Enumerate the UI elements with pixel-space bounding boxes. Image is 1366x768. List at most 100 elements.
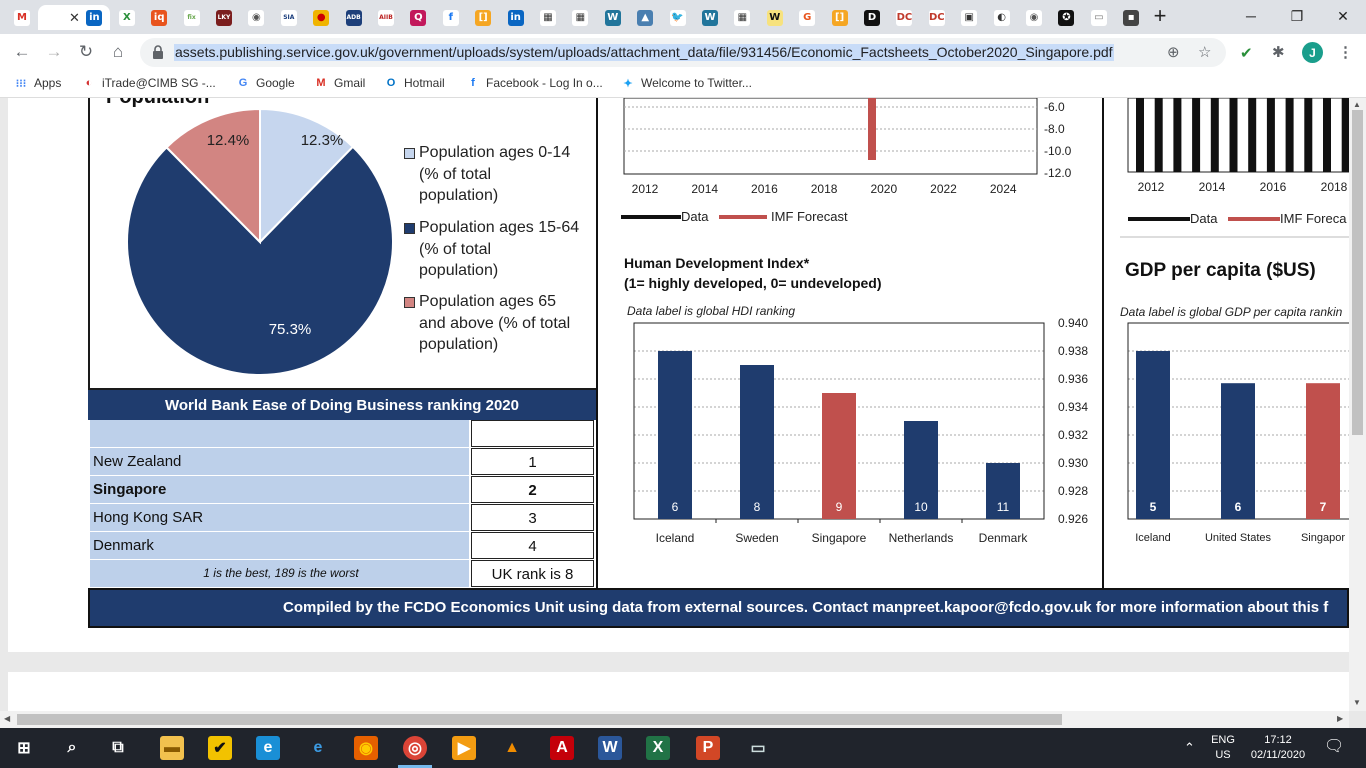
vertical-scrollbar[interactable]: ▲ ▼ [1349, 98, 1366, 711]
browser-tab[interactable]: DC [888, 5, 920, 30]
bar-data-label: 6 [1235, 500, 1242, 514]
bookmark-star-icon[interactable]: ☆ [1198, 44, 1212, 61]
browser-tab[interactable]: Q [402, 5, 434, 30]
new-tab-button[interactable]: + [1153, 3, 1167, 28]
scroll-right-arrow-icon[interactable]: ▶ [1337, 714, 1344, 723]
excel-icon[interactable]: X [646, 736, 670, 760]
browser-tab[interactable]: ▭ [1083, 5, 1115, 30]
ie-icon[interactable]: e [313, 739, 323, 756]
file-explorer-icon[interactable]: ▬ [160, 736, 184, 760]
twitter-icon: ✦ [623, 77, 633, 90]
browser-tab[interactable]: SIA [273, 5, 305, 30]
gdp-note: Data label is global GDP per capita rank… [1120, 305, 1343, 319]
browser-tab[interactable]: W [597, 5, 629, 30]
bookmark-1[interactable]: ◐ iTrade@CIMB SG -... [82, 76, 216, 90]
horizontal-scroll-thumb[interactable] [17, 714, 1062, 725]
lock-icon[interactable] [152, 45, 164, 59]
start-icon[interactable]: ⊞ [17, 740, 31, 757]
bookmark-5[interactable]: f Facebook - Log In o... [466, 76, 603, 90]
extensions-puzzle-icon[interactable]: ✱ [1272, 44, 1285, 61]
active-tab[interactable]: ✕ [38, 5, 111, 30]
browser-tab[interactable]: iq [143, 5, 175, 30]
chrome-icon[interactable]: ◎ [403, 736, 427, 760]
scroll-left-arrow-icon[interactable]: ◀ [4, 714, 11, 723]
url-text[interactable]: assets.publishing.service.gov.uk/governm… [174, 44, 1114, 61]
legend-text: (% of total [419, 240, 492, 258]
home-button[interactable]: ⌂ [112, 42, 124, 61]
x-tick-label: Iceland [1135, 532, 1170, 544]
browser-tab[interactable]: ◉ [240, 5, 272, 30]
browser-tab[interactable]: ◉ [1018, 5, 1050, 30]
browser-tab[interactable]: ✪ [1050, 5, 1082, 30]
norton-icon[interactable]: ✔ [208, 736, 232, 760]
browser-tab[interactable]: ▦ [564, 5, 596, 30]
firefox-icon[interactable]: ◉ [354, 736, 378, 760]
x-tick-label: Singapore [812, 531, 867, 545]
profile-avatar[interactable]: J [1302, 42, 1323, 63]
search-icon[interactable]: ⌕ [67, 739, 77, 756]
clock[interactable]: 17:12 02/11/2020 [1246, 733, 1310, 763]
browser-tab[interactable]: ▣ [953, 5, 985, 30]
word-icon[interactable]: W [598, 736, 622, 760]
forward-button[interactable]: → [45, 42, 63, 61]
language-indicator[interactable]: ENG US [1208, 733, 1238, 763]
browser-tab[interactable]: ● [305, 5, 337, 30]
browser-tab[interactable]: 🐦 [662, 5, 694, 30]
bookmark-3[interactable]: M Gmail [314, 76, 365, 90]
browser-tab[interactable]: f [435, 5, 467, 30]
browser-tab[interactable]: X [111, 5, 143, 30]
browser-tab[interactable]: ▲ [629, 5, 661, 30]
edge-icon[interactable]: e [256, 736, 280, 760]
close-window-button[interactable]: ✕ [1337, 7, 1349, 24]
browser-tab[interactable]: D [856, 5, 888, 30]
browser-tab[interactable]: LKY [208, 5, 240, 30]
browser-tab[interactable]: ◐ [986, 5, 1018, 30]
browser-tab[interactable]: ▪ [1115, 5, 1147, 30]
legend-text: population) [419, 187, 499, 204]
browser-tab[interactable]: fix [176, 5, 208, 30]
minimize-button[interactable]: ─ [1246, 8, 1256, 24]
extension-check-icon[interactable]: ✔ [1240, 45, 1253, 62]
tray-chevron-icon[interactable]: ⌃ [1184, 740, 1195, 755]
cd-icon: ◐ [993, 9, 1010, 26]
powerpoint-icon[interactable]: P [696, 736, 720, 760]
browser-tab[interactable]: W [694, 5, 726, 30]
tab-close-icon[interactable]: ✕ [68, 9, 80, 25]
region-code: US [1215, 749, 1231, 761]
pc-icon[interactable]: ▭ [750, 740, 766, 757]
bookmark-0[interactable]: ⁝⁝⁝ Apps [14, 76, 62, 90]
ranking-note: 1 is the best, 189 is the worst [90, 560, 469, 587]
browser-tab[interactable]: [] [824, 5, 856, 30]
browser-tab[interactable]: in [78, 5, 110, 30]
pdf-viewport[interactable]: Population 12.3% 75.3% 12.4% Population ag… [0, 98, 1349, 711]
browser-tab[interactable]: ADB [338, 5, 370, 30]
horizontal-scrollbar[interactable]: ◀ ▶ [0, 711, 1349, 728]
reload-button[interactable]: ↻ [78, 42, 94, 61]
notification-icon[interactable]: 🗨 [1324, 738, 1345, 755]
browser-tab[interactable]: ▦ [726, 5, 758, 30]
vlc-icon[interactable]: ▲ [504, 739, 520, 756]
zoom-icon[interactable]: ⊕ [1167, 44, 1180, 61]
scroll-down-arrow-icon[interactable]: ▼ [1353, 698, 1361, 707]
scroll-up-arrow-icon[interactable]: ▲ [1353, 100, 1361, 109]
maximize-button[interactable]: ❐ [1290, 7, 1304, 24]
task-view-icon[interactable]: ⧉ [112, 739, 124, 756]
browser-tab[interactable]: ▦ [532, 5, 564, 30]
bookmark-4[interactable]: O Hotmail [384, 76, 445, 90]
browser-tab[interactable]: G [791, 5, 823, 30]
menu-kebab-icon[interactable]: ⋮ [1338, 44, 1353, 61]
browser-tab[interactable]: W [759, 5, 791, 30]
browser-tab[interactable]: in [500, 5, 532, 30]
browser-tab[interactable]: AIIB [370, 5, 402, 30]
browser-tab[interactable]: [] [467, 5, 499, 30]
browser-tab[interactable]: M [6, 5, 38, 30]
browser-tab[interactable]: DC [921, 5, 953, 30]
bookmark-2[interactable]: G Google [236, 76, 295, 90]
bookmark-6[interactable]: ✦ Welcome to Twitter... [621, 76, 752, 90]
acrobat-icon[interactable]: A [550, 736, 574, 760]
address-bar[interactable]: assets.publishing.service.gov.uk/governm… [140, 38, 1226, 67]
back-button[interactable]: ← [13, 42, 31, 61]
media-player-icon[interactable]: ▶ [452, 736, 476, 760]
y-tick-label: 0.932 [1058, 428, 1088, 442]
vertical-scroll-thumb[interactable] [1352, 110, 1363, 435]
